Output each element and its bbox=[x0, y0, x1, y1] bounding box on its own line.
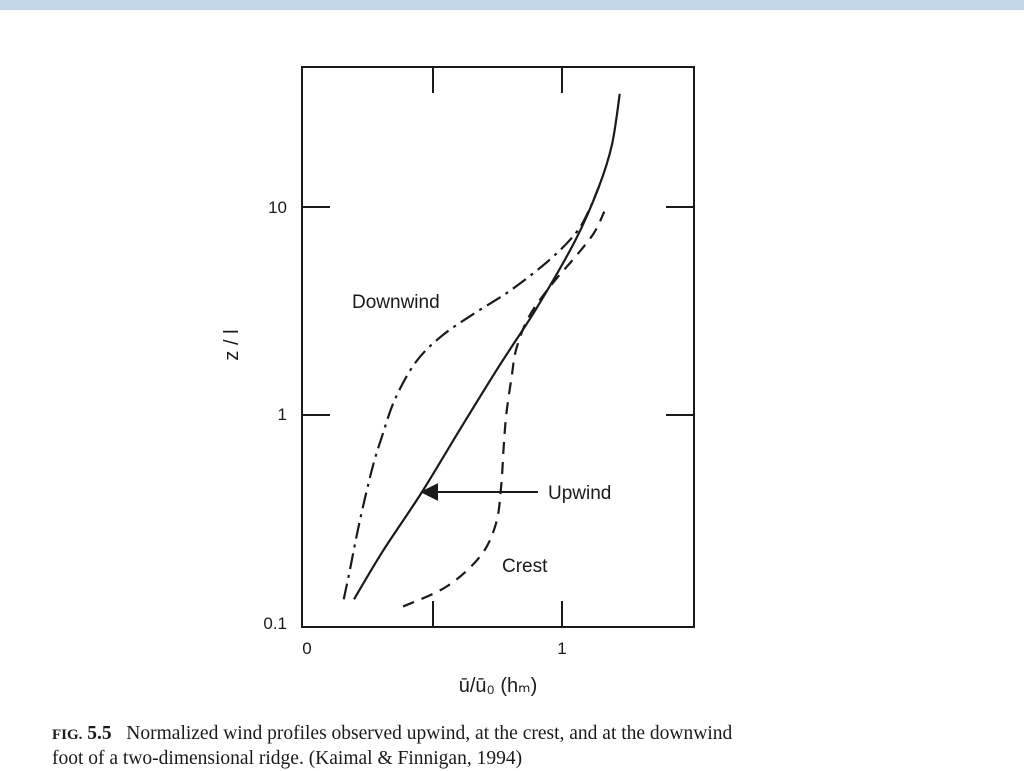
wind-profile-chart: 0.1 1 10 0 1 ū/ū₀ (hₘ) z / l Downwind Upwind Cres… bbox=[221, 66, 695, 697]
caption-text-1: Normalized wind profiles observed upwind… bbox=[126, 723, 733, 744]
y-tick-label: 1 bbox=[278, 405, 287, 424]
slide-accent-bar bbox=[0, 0, 1024, 10]
x-axis-label: ū/ū₀ (hₘ) bbox=[459, 675, 538, 697]
annotation-downwind: Downwind bbox=[352, 292, 440, 313]
series-line-downwind bbox=[342, 185, 601, 600]
x-tick-label: 0 bbox=[302, 639, 311, 658]
series-line-upwind bbox=[353, 93, 621, 600]
figure-caption: FIG. 5.5 Normalized wind profiles observ… bbox=[52, 722, 1012, 771]
caption-figure-label: FIG. 5.5 bbox=[52, 723, 112, 744]
y-tick-label: 0.1 bbox=[263, 614, 287, 633]
axis-ticks bbox=[302, 67, 694, 627]
annotation-upwind: Upwind bbox=[548, 483, 611, 504]
annotation-crest: Crest bbox=[502, 556, 548, 577]
series-line-crest bbox=[402, 211, 606, 608]
series-group bbox=[342, 93, 621, 608]
caption-line-2: foot of a two-dimensional ridge. (Kaimal… bbox=[52, 748, 523, 769]
x-tick-label: 1 bbox=[557, 639, 566, 658]
plot-frame bbox=[301, 66, 695, 628]
caption-line-1: FIG. 5.5 Normalized wind profiles observ… bbox=[52, 722, 1012, 747]
y-axis-label: z / l bbox=[221, 329, 243, 360]
y-tick-label: 10 bbox=[268, 198, 287, 217]
labels-group: 0.1 1 10 0 1 ū/ū₀ (hₘ) z / l Downwind Upwind Cres… bbox=[221, 198, 611, 697]
